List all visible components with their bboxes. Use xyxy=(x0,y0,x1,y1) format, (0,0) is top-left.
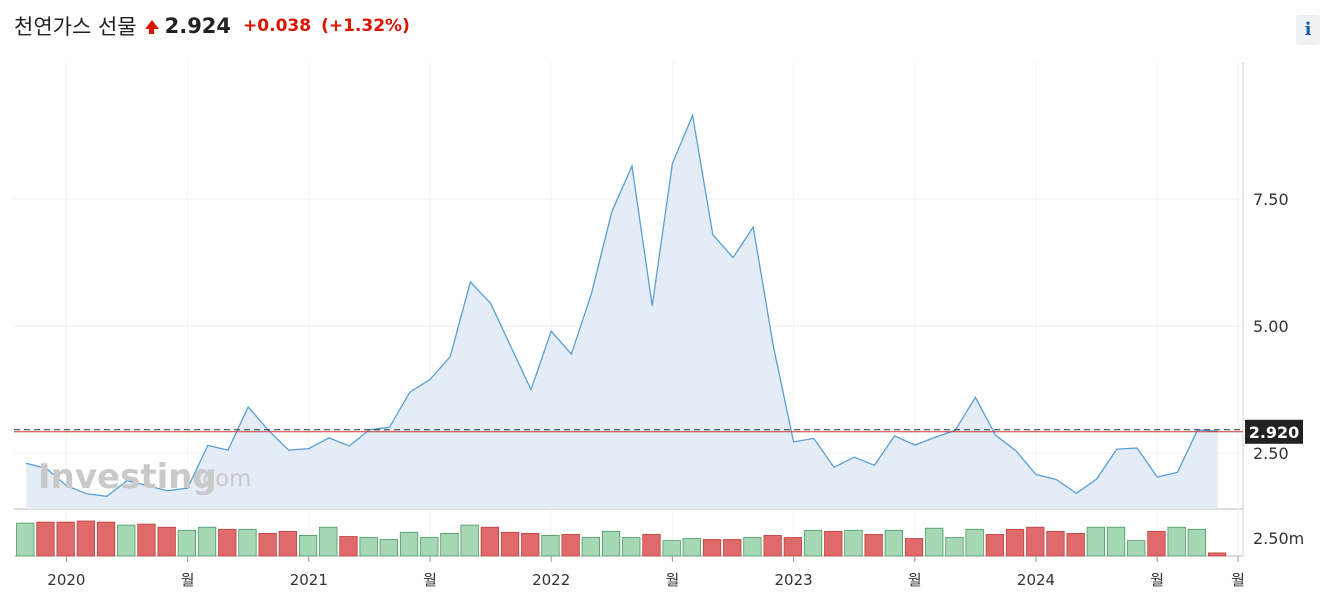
last-price: 2.924 xyxy=(164,14,232,38)
price-change-percent: (+1.32%) xyxy=(321,16,410,36)
volume-bar xyxy=(157,526,176,557)
volume-bar xyxy=(743,537,762,557)
x-tick-label: 2023 xyxy=(775,571,813,589)
volume-bar xyxy=(561,534,580,557)
volume-bar xyxy=(1005,528,1025,557)
watermark-suffix: .com xyxy=(195,466,251,492)
volume-bar xyxy=(803,529,823,557)
volume-bar xyxy=(1127,540,1146,557)
x-tick-label: 월 xyxy=(908,571,922,589)
volume-bar xyxy=(723,539,742,557)
volume-bar xyxy=(16,522,35,557)
volume-bar xyxy=(238,528,257,557)
volume-bar xyxy=(521,533,540,557)
volume-bar xyxy=(1167,526,1186,557)
volume-bar xyxy=(339,536,358,557)
x-tick-label: 월 xyxy=(423,571,437,589)
volume-axis-label: 2.50m xyxy=(1253,529,1304,548)
volume-bar xyxy=(460,524,479,557)
y-tick-label: 7.50 xyxy=(1253,190,1289,209)
volume-bar xyxy=(218,528,237,557)
volume-bar xyxy=(581,537,600,557)
volume-bar xyxy=(399,531,419,557)
volume-bar xyxy=(96,521,116,557)
instrument-title: 천연가스 선물 xyxy=(14,15,137,39)
y-tick-label: 2.50 xyxy=(1253,444,1289,463)
volume-bar xyxy=(420,537,439,557)
x-tick-label: 2021 xyxy=(290,571,328,589)
volume-bar xyxy=(783,537,802,557)
volume-bar xyxy=(965,528,984,557)
volume-bar xyxy=(864,534,883,557)
info-icon[interactable]: i xyxy=(1296,15,1320,45)
volume-bar xyxy=(844,529,863,557)
price-area-fill xyxy=(26,115,1218,510)
current-price-line: 2.920 xyxy=(14,419,1303,444)
watermark-brand: Investing xyxy=(38,457,217,497)
volume-bar xyxy=(945,537,964,557)
volume-bar xyxy=(622,537,641,557)
current-price-badge xyxy=(1245,419,1303,444)
volume-bar xyxy=(319,526,338,557)
volume-bar xyxy=(1086,526,1105,557)
volume-bar xyxy=(1187,528,1206,557)
volume-bars: 2.50m xyxy=(16,520,1304,557)
volume-bar xyxy=(258,533,277,557)
volume-bar xyxy=(137,523,156,557)
volume-bar xyxy=(1026,526,1045,557)
volume-bar xyxy=(197,526,217,557)
volume-bar xyxy=(904,538,924,557)
volume-bar xyxy=(601,530,621,557)
x-tick-label: 월 xyxy=(181,571,195,589)
up-arrow-icon xyxy=(144,19,159,34)
volume-bar xyxy=(925,527,944,557)
current-price-label: 2.920 xyxy=(1249,423,1300,442)
volume-bar xyxy=(278,530,298,557)
x-axis: 2020 월 2021 월 2022 월 2023 월 2024 월 월 xyxy=(47,556,1245,589)
volume-bar xyxy=(1046,530,1065,557)
volume-bar xyxy=(682,538,701,557)
volume-bar xyxy=(985,534,1004,557)
investing-logo: Investing .com xyxy=(38,457,251,497)
volume-bar xyxy=(1147,530,1166,557)
volume-bar xyxy=(298,535,318,557)
volume-bar xyxy=(480,526,500,557)
y-tick-label: 5.00 xyxy=(1253,317,1289,336)
volume-bar xyxy=(1066,533,1085,557)
x-tick-label: 월 xyxy=(665,571,679,589)
y-axis: 7.50 5.00 2.50 xyxy=(1253,190,1289,463)
price-change: +0.038 xyxy=(243,16,312,36)
price-line xyxy=(25,112,1218,497)
x-tick-label: 월 xyxy=(1150,571,1164,589)
volume-bar xyxy=(824,530,843,557)
x-tick-label: 2020 xyxy=(47,571,85,589)
volume-bar xyxy=(763,535,782,557)
volume-bar xyxy=(359,537,378,557)
quote-header: 천연가스 선물 2.924 +0.038 (+1.32%) xyxy=(14,8,410,44)
volume-bar xyxy=(642,534,661,557)
volume-bar xyxy=(117,524,136,557)
volume-bar xyxy=(440,533,459,557)
price-area xyxy=(25,112,1218,510)
x-tick-label: 2022 xyxy=(532,571,570,589)
volume-bar xyxy=(76,520,95,557)
volume-bar xyxy=(702,539,722,557)
volume-bar xyxy=(500,531,520,557)
volume-bar xyxy=(56,521,75,557)
volume-bar xyxy=(379,539,399,557)
grid-lines xyxy=(14,62,1244,557)
x-tick-label: 2024 xyxy=(1017,571,1055,589)
volume-bar xyxy=(662,540,681,557)
volume-bar xyxy=(1106,526,1126,557)
volume-bar xyxy=(541,535,560,557)
volume-bar xyxy=(177,529,197,557)
volume-bar xyxy=(36,521,55,557)
volume-bar xyxy=(1207,552,1227,557)
volume-bar xyxy=(884,529,903,557)
x-tick-label: 월 xyxy=(1231,571,1245,589)
